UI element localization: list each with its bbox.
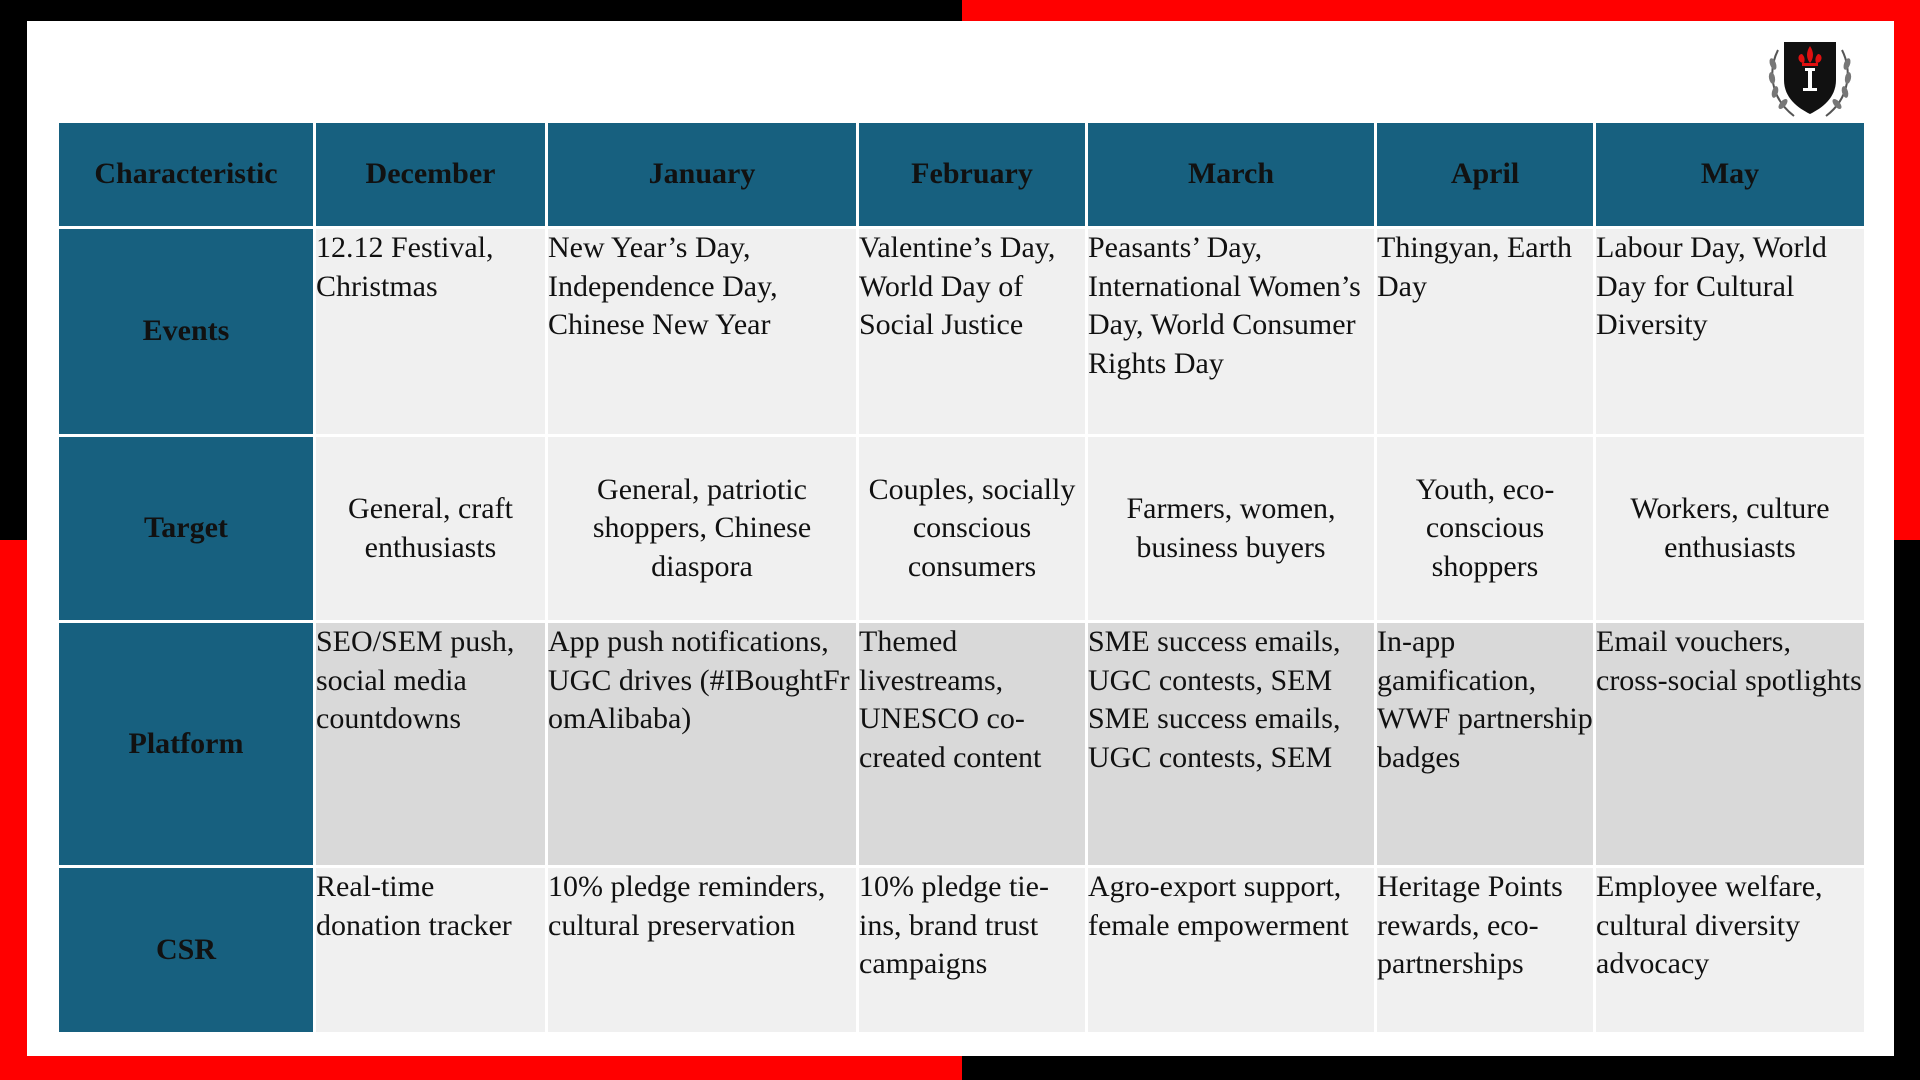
table-row-csr: CSR Real-time donation tracker 10% pledg… [56,865,1867,1035]
frame-right-upper [1894,0,1920,540]
crest-shield-icon [1764,36,1856,122]
csr-december-cell: Real-time donation tracker [313,865,548,1035]
target-march-cell: Farmers, women, business buyers [1085,434,1377,623]
row-label-events: Events [56,226,316,437]
table-row-target: Target General, craft enthusiasts Genera… [56,434,1867,623]
csr-february-cell: 10% pledge tie-ins, brand trust campaign… [856,865,1088,1035]
header-row: Characteristic December January February… [56,120,1867,229]
csr-april-cell: Heritage Points rewards, eco-partnership… [1374,865,1596,1035]
row-label-platform: Platform [56,620,316,868]
platform-january-cell: App push notifications, UGC drives (#IBo… [545,620,859,868]
row-label-csr: CSR [56,865,316,1035]
events-april-cell: Thingyan, Earth Day [1374,226,1596,437]
table-row-events: Events 12.12 Festival, Christmas New Yea… [56,226,1867,437]
frame-left-lower [0,540,27,1080]
frame-bottom-right [962,1056,1920,1080]
header-characteristic: Characteristic [56,120,316,229]
header-may: May [1593,120,1867,229]
row-label-target: Target [56,434,316,623]
platform-may-cell: Email vouchers, cross-social spotlights [1593,620,1867,868]
platform-april-cell: In-app gamification, WWF partnership bad… [1374,620,1596,868]
target-february-cell: Couples, socially conscious consumers [856,434,1088,623]
frame-top-left [0,0,962,21]
events-january-cell: New Year’s Day, Independence Day, Chines… [545,226,859,437]
frame-left-upper [0,0,27,540]
csr-january-cell: 10% pledge reminders, cultural preservat… [545,865,859,1035]
platform-march-cell: SME success emails, UGC contests, SEM SM… [1085,620,1377,868]
events-may-cell: Labour Day, World Day for Cultural Diver… [1593,226,1867,437]
events-december-cell: 12.12 Festival, Christmas [313,226,548,437]
csr-march-cell: Agro-export support, female empowerment [1085,865,1377,1035]
frame-top-right [962,0,1920,21]
platform-february-cell: Themed livestreams, UNESCO co-created co… [856,620,1088,868]
header-april: April [1374,120,1596,229]
header-march: March [1085,120,1377,229]
frame-bottom-left [0,1056,962,1080]
schedule-table: Characteristic December January February… [56,120,1867,1035]
platform-december-cell: SEO/SEM push, social media countdowns [313,620,548,868]
target-april-cell: Youth, eco-conscious shoppers [1374,434,1596,623]
target-may-cell: Workers, culture enthusiasts [1593,434,1867,623]
header-february: February [856,120,1088,229]
table-row-platform: Platform SEO/SEM push, social media coun… [56,620,1867,868]
header-december: December [313,120,548,229]
events-february-cell: Valentine’s Day, World Day of Social Jus… [856,226,1088,437]
csr-may-cell: Employee welfare, cultural diversity adv… [1593,865,1867,1035]
header-january: January [545,120,859,229]
target-january-cell: General, patriotic shoppers, Chinese dia… [545,434,859,623]
target-december-cell: General, craft enthusiasts [313,434,548,623]
frame-right-lower [1894,540,1920,1080]
events-march-cell: Peasants’ Day, International Women’s Day… [1085,226,1377,437]
